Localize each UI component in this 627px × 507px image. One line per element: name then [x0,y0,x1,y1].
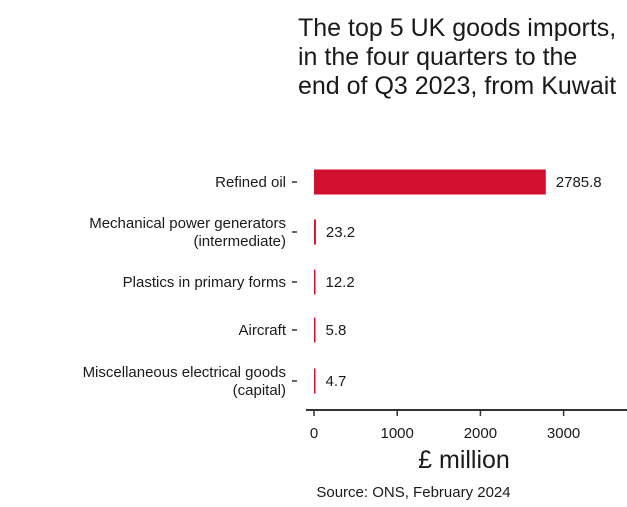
category-label: Miscellaneous electrical goods [83,364,286,381]
data-label: 12.2 [326,274,355,291]
x-tick-label: 3000 [547,425,580,442]
x-tick-label: 2000 [464,425,497,442]
x-axis: 0 1000 2000 3000 [306,409,627,442]
bars-layer: 2785.8 Refined oil 23.2 Mechanical power ge… [83,169,602,399]
bar [314,368,316,394]
bar [314,269,316,295]
x-axis-label: £ million [418,446,510,474]
source-note: Source: ONS, February 2024 [316,484,511,501]
category-label: Aircraft [238,322,286,339]
bar [314,219,316,245]
bar-chart: 2785.8 Refined oil 23.2 Mechanical power ge… [83,169,627,442]
category-label: (intermediate) [193,233,286,250]
data-label: 5.8 [326,322,347,339]
category-label: Plastics in primary forms [123,274,286,291]
x-tick-label: 1000 [381,425,414,442]
bar [314,317,316,343]
category-label: (capital) [233,382,286,399]
x-tick-label: 0 [310,425,318,442]
data-label: 2785.8 [556,174,602,191]
chart-title: The top 5 UK goods imports, in the four … [298,14,617,100]
data-label: 23.2 [326,224,355,241]
category-label: Refined oil [215,174,286,191]
data-label: 4.7 [326,373,347,390]
category-label: Mechanical power generators [89,215,286,232]
bar [314,169,546,195]
